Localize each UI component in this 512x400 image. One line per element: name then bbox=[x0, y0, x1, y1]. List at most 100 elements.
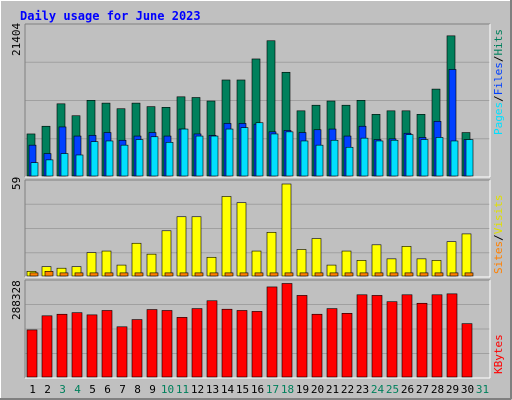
legend-kbytes: KBytes bbox=[492, 334, 505, 374]
legend-separator: / bbox=[492, 95, 505, 102]
x-tick-label: 15 bbox=[236, 383, 249, 396]
y-max-label-hits-group: 21404 bbox=[10, 23, 23, 56]
bar-pages bbox=[75, 154, 84, 177]
bar-sites bbox=[239, 272, 249, 277]
bar-visits bbox=[176, 216, 187, 277]
x-tick-label: 30 bbox=[461, 383, 474, 396]
bar-kbytes bbox=[86, 314, 98, 378]
bar-pages bbox=[165, 142, 174, 177]
bar-sites bbox=[404, 272, 414, 277]
bar-sites bbox=[329, 272, 339, 277]
bar-pages bbox=[150, 136, 159, 177]
svg-text:Pages/Files/Hits: Pages/Files/Hits bbox=[492, 29, 505, 135]
bar-sites bbox=[44, 271, 54, 277]
bar-kbytes bbox=[131, 319, 143, 378]
bar-sites bbox=[59, 272, 69, 277]
x-tick-label: 16 bbox=[251, 383, 264, 396]
bar-sites bbox=[29, 272, 39, 277]
bar-visits bbox=[461, 233, 472, 277]
bar-kbytes bbox=[296, 295, 308, 378]
x-tick-label: 11 bbox=[176, 383, 189, 396]
bar-pages bbox=[60, 153, 69, 177]
bar-kbytes bbox=[71, 312, 83, 378]
bar-sites bbox=[419, 272, 429, 277]
bar-sites bbox=[254, 272, 264, 277]
x-tick-label: 2 bbox=[44, 383, 51, 396]
x-tick-label: 25 bbox=[386, 383, 399, 396]
bar-kbytes bbox=[116, 326, 128, 378]
bar-sites bbox=[374, 272, 384, 277]
y-max-label-kbytes-group: 288328 bbox=[10, 280, 23, 320]
bar-kbytes bbox=[356, 294, 368, 378]
x-tick-label: 6 bbox=[104, 383, 111, 396]
bar-kbytes bbox=[236, 310, 248, 378]
bar-kbytes bbox=[221, 308, 233, 378]
y-max-label-visits-group: 59 bbox=[10, 177, 23, 190]
x-tick-label: 1 bbox=[29, 383, 36, 396]
bar-visits bbox=[191, 216, 202, 277]
bar-sites bbox=[89, 272, 99, 277]
bar-kbytes bbox=[326, 308, 338, 378]
x-tick-label: 24 bbox=[371, 383, 385, 396]
bar-pages bbox=[180, 128, 189, 177]
bar-pages bbox=[315, 144, 324, 177]
legend-pages: Pages bbox=[492, 102, 505, 135]
panel-sites-visits bbox=[24, 179, 491, 278]
bar-sites bbox=[449, 272, 459, 277]
bar-visits bbox=[446, 241, 457, 277]
legend-sites-visits: Sites/Visits bbox=[492, 195, 505, 275]
x-tick-label: 21 bbox=[326, 383, 339, 396]
bar-visits bbox=[236, 202, 247, 277]
chart-title: Daily usage for June 2023 bbox=[20, 9, 201, 23]
bar-pages bbox=[330, 139, 339, 177]
bar-sites bbox=[389, 272, 399, 277]
bar-kbytes bbox=[161, 310, 173, 378]
svg-text:Sites/Visits: Sites/Visits bbox=[492, 195, 505, 275]
bar-sites bbox=[284, 272, 294, 277]
bar-sites bbox=[464, 272, 474, 277]
x-tick-label: 7 bbox=[119, 383, 126, 396]
bar-sites bbox=[179, 272, 189, 277]
bar-visits bbox=[266, 232, 277, 277]
bar-sites bbox=[74, 272, 84, 277]
bar-pages bbox=[390, 139, 399, 177]
bar-visits bbox=[86, 252, 97, 277]
bar-kbytes bbox=[416, 302, 428, 378]
bar-sites bbox=[209, 272, 219, 277]
bar-visits bbox=[161, 230, 172, 277]
bar-pages bbox=[450, 140, 459, 177]
x-tick-label: 31 bbox=[476, 383, 489, 396]
x-tick-label: 28 bbox=[431, 383, 444, 396]
bar-kbytes bbox=[431, 294, 443, 378]
bar-pages bbox=[120, 144, 129, 177]
bar-kbytes bbox=[176, 317, 188, 378]
bar-kbytes bbox=[401, 294, 413, 378]
bar-kbytes bbox=[191, 308, 203, 378]
x-tick-label: 29 bbox=[446, 383, 459, 396]
bar-pages bbox=[435, 137, 444, 177]
chart-panels bbox=[24, 23, 491, 379]
y-max-label-hits: 21404 bbox=[10, 23, 23, 56]
x-tick-label: 27 bbox=[416, 383, 429, 396]
bar-kbytes bbox=[341, 312, 353, 378]
x-tick-label: 17 bbox=[266, 383, 279, 396]
y-max-label-kbytes: 288328 bbox=[10, 280, 23, 320]
bar-pages bbox=[210, 135, 219, 177]
bar-pages bbox=[360, 137, 369, 177]
bar-pages bbox=[405, 134, 414, 177]
bar-visits bbox=[371, 244, 382, 277]
bar-sites bbox=[104, 272, 114, 277]
bar-kbytes bbox=[281, 283, 293, 378]
bar-pages bbox=[375, 140, 384, 177]
bar-sites bbox=[164, 272, 174, 277]
bar-kbytes bbox=[26, 329, 38, 378]
bar-sites bbox=[344, 272, 354, 277]
x-tick-label: 8 bbox=[134, 383, 141, 396]
bar-pages bbox=[195, 135, 204, 177]
bar-sites bbox=[269, 272, 279, 277]
legend-separator: / bbox=[492, 234, 505, 241]
x-tick-label: 10 bbox=[161, 383, 174, 396]
bar-pages bbox=[345, 146, 354, 177]
legend-kbytes-group: KBytes bbox=[492, 334, 505, 374]
